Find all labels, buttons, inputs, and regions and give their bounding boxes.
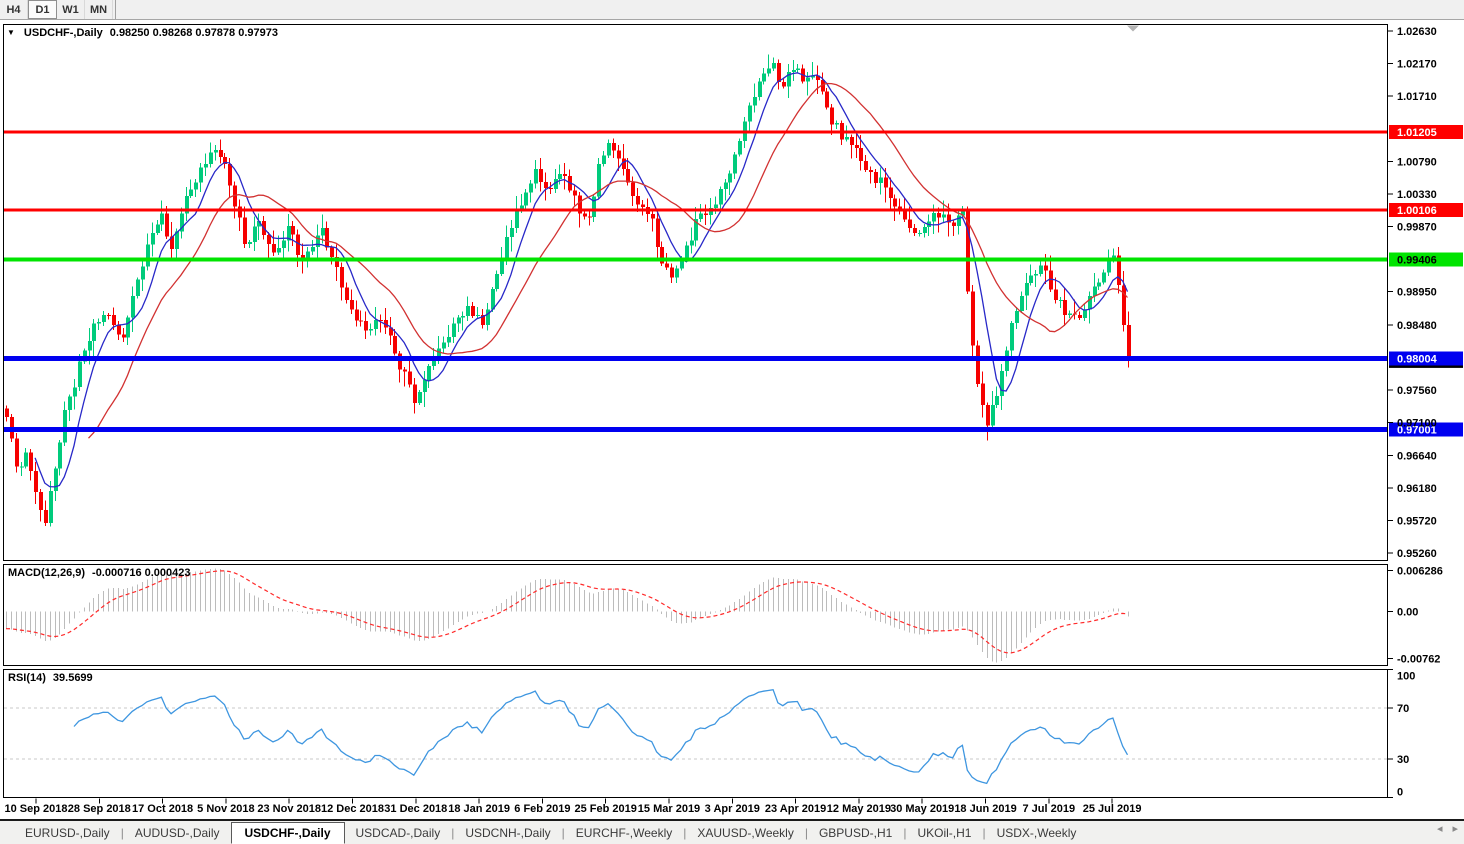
chart-tab-usdcad-daily[interactable]: USDCAD-,Daily [355,825,441,840]
chart-tab-audusd-daily[interactable]: AUDUSD-,Daily [134,825,220,840]
horizontal-level-1.00106[interactable]: 1.00106 [4,202,1463,217]
svg-text:0.97001: 0.97001 [1397,425,1437,437]
svg-text:10 Sep 2018: 10 Sep 2018 [5,803,68,815]
rsi-line [73,688,1129,785]
svg-text:1.00790: 1.00790 [1397,156,1437,168]
chart-tab-gbpusd-h1[interactable]: GBPUSD-,H1 [818,825,893,840]
svg-text:12 May 2019: 12 May 2019 [827,803,891,815]
svg-text:1.01710: 1.01710 [1397,91,1437,103]
svg-text:0.99870: 0.99870 [1397,222,1437,234]
chart-tab-usdx-weekly[interactable]: USDX-,Weekly [996,825,1077,840]
svg-text:70: 70 [1397,703,1409,715]
svg-text:25 Feb 2019: 25 Feb 2019 [575,803,637,815]
svg-text:0.006286: 0.006286 [1397,566,1443,578]
svg-text:25 Jul 2019: 25 Jul 2019 [1083,803,1142,815]
rsi-indicator-name: RSI(14) [8,672,46,684]
tab-separator: | [804,825,808,840]
tab-separator: | [120,825,124,840]
svg-text:23 Nov 2018: 23 Nov 2018 [257,803,321,815]
horizontal-level-0.99406[interactable]: 0.99406 [4,252,1463,267]
svg-text:-0.00762: -0.00762 [1397,654,1440,666]
chart-symbol-title: USDCHF-,Daily [23,27,103,39]
svg-text:0.95260: 0.95260 [1397,548,1437,560]
svg-text:1.00106: 1.00106 [1397,205,1437,217]
svg-text:17 Oct 2018: 17 Oct 2018 [132,803,193,815]
svg-text:18 Jan 2019: 18 Jan 2019 [448,803,510,815]
tab-scroll-arrows: ◂ ▸ [1437,822,1458,835]
svg-text:1.01205: 1.01205 [1397,127,1437,139]
svg-text:30 May 2019: 30 May 2019 [890,803,954,815]
svg-text:0.98480: 0.98480 [1397,320,1437,332]
svg-text:0.96180: 0.96180 [1397,483,1437,495]
timeframe-button-d1[interactable]: D1 [28,0,57,19]
svg-text:6 Feb 2019: 6 Feb 2019 [514,803,570,815]
svg-text:18 Jun 2019: 18 Jun 2019 [954,803,1016,815]
tab-separator: | [683,825,687,840]
chart-tab-eurusd-daily[interactable]: EURUSD-,Daily [25,825,110,840]
macd-indicator-name: MACD(12,26,9) [8,567,86,579]
svg-text:0.00: 0.00 [1397,606,1418,618]
svg-text:0.96640: 0.96640 [1397,450,1437,462]
svg-text:30: 30 [1397,754,1409,766]
tab-scroll-right-icon[interactable]: ▸ [1452,823,1458,835]
svg-text:1.00330: 1.00330 [1397,189,1437,201]
svg-text:0.99406: 0.99406 [1397,254,1437,266]
chart-tab-usdchf-daily[interactable]: USDCHF-,Daily [230,821,345,844]
chart-tab-usdcnh-daily[interactable]: USDCNH-,Daily [465,825,551,840]
timeframe-button-h4[interactable]: H4 [0,0,28,19]
rsi-title-row: RSI(14) 39.5699 [8,672,93,684]
timeframe-button-w1[interactable]: W1 [57,0,85,19]
symbol-dropdown-icon[interactable]: ▼ [7,28,15,37]
ma-slow-line [88,82,1128,439]
tab-separator: | [982,825,986,840]
chart-title-row: ▼ USDCHF-,Daily 0.98250 0.98268 0.97878 … [7,27,278,39]
svg-text:1.02170: 1.02170 [1397,59,1437,71]
horizontal-level-0.98004[interactable]: 0.98004 [4,351,1463,366]
horizontal-level-1.01205[interactable]: 1.01205 [4,124,1463,139]
time-axis[interactable]: 10 Sep 2018 28 Sep 2018 17 Oct 2018 5 Nov 2… [5,798,1142,816]
tab-separator: | [903,825,907,840]
macd-title-row: MACD(12,26,9) -0.000716 0.000423 [8,567,191,579]
macd-indicator-values: -0.000716 0.000423 [92,567,191,579]
price-axis[interactable]: 1.02630 1.02170 1.01710 1.00790 1.00330 0.998… [1388,26,1437,560]
tab-scroll-left-icon[interactable]: ◂ [1436,823,1443,835]
candles-layer [5,54,1131,527]
svg-text:23 Apr 2019: 23 Apr 2019 [765,803,826,815]
toolbar-separator [115,0,116,19]
svg-text:7 Jul 2019: 7 Jul 2019 [1023,803,1076,815]
macd-axis[interactable]: 0.006286 0.00 -0.00762 [1388,566,1443,666]
macd-signal-line [5,570,1128,654]
rsi-indicator-value: 39.5699 [52,672,93,684]
svg-text:5 Nov 2018: 5 Nov 2018 [197,803,254,815]
svg-text:15 Mar 2019: 15 Mar 2019 [638,803,700,815]
svg-text:31 Dec 2018: 31 Dec 2018 [384,803,447,815]
svg-text:3 Apr 2019: 3 Apr 2019 [705,803,760,815]
tab-separator: | [451,825,455,840]
svg-text:1.02630: 1.02630 [1397,26,1437,38]
svg-text:100: 100 [1397,671,1415,683]
svg-text:12 Dec 2018: 12 Dec 2018 [321,803,384,815]
svg-text:0: 0 [1397,787,1403,799]
chart-tab-bar: EURUSD-,Daily | AUDUSD-,Daily USDCHF-,Daily… [0,820,1464,844]
svg-text:0.95720: 0.95720 [1397,515,1437,527]
ma-fast-line [34,72,1129,488]
svg-text:0.97560: 0.97560 [1397,385,1437,397]
chart-tab-eurchf-weekly[interactable]: EURCHF-,Weekly [575,825,673,840]
chart-tab-xauusd-weekly[interactable]: XAUUSD-,Weekly [697,825,794,840]
timeframe-toolbar: H4 D1 W1 MN [0,0,1464,20]
chart-tab-ukoil-h1[interactable]: UKOil-,H1 [917,825,972,840]
svg-text:28 Sep 2018: 28 Sep 2018 [68,803,131,815]
tab-separator: | [561,825,565,840]
horizontal-level-0.97001[interactable]: 0.97001 [4,422,1463,437]
chart-shift-marker-icon[interactable] [1127,25,1139,32]
rsi-axis[interactable]: 100 70 30 0 [1388,669,1415,799]
timeframe-button-mn[interactable]: MN [85,0,113,19]
svg-text:0.98004: 0.98004 [1397,354,1438,366]
svg-text:0.98950: 0.98950 [1397,287,1437,299]
svg-text:0.97100: 0.97100 [1397,418,1437,430]
chart-ohlc-values: 0.98250 0.98268 0.97878 0.97973 [109,27,278,39]
